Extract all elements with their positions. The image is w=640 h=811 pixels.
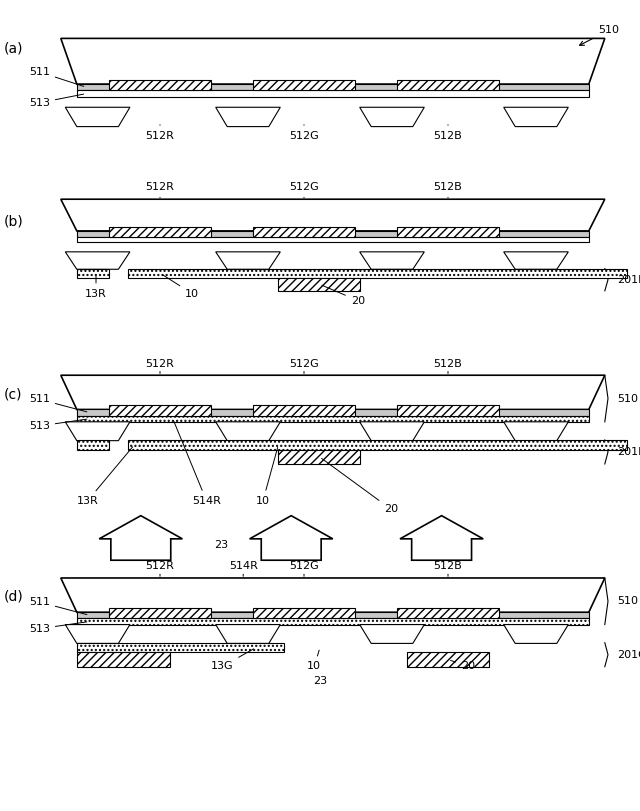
Bar — [397, 227, 499, 237]
Polygon shape — [65, 624, 130, 643]
Text: 513: 513 — [29, 622, 87, 633]
Polygon shape — [61, 375, 605, 410]
Bar — [109, 406, 211, 416]
Text: 20: 20 — [321, 458, 398, 514]
Text: 201G: 201G — [618, 650, 640, 659]
Text: 10: 10 — [307, 650, 321, 672]
Bar — [77, 84, 589, 90]
Bar — [77, 652, 170, 667]
Polygon shape — [504, 624, 568, 643]
Polygon shape — [216, 252, 280, 269]
Text: 512G: 512G — [289, 182, 319, 198]
Polygon shape — [360, 422, 424, 440]
Polygon shape — [65, 422, 130, 440]
Bar — [77, 440, 109, 449]
Bar — [278, 449, 360, 464]
Polygon shape — [250, 516, 333, 560]
Bar — [397, 406, 499, 416]
Text: 511: 511 — [29, 67, 84, 87]
Text: 13R: 13R — [85, 276, 107, 298]
Polygon shape — [216, 422, 280, 440]
Text: 512G: 512G — [289, 125, 319, 141]
Text: 13R: 13R — [77, 447, 132, 506]
Bar — [253, 227, 355, 237]
Polygon shape — [65, 107, 130, 127]
Text: 511: 511 — [29, 597, 87, 615]
Text: 512R: 512R — [145, 182, 175, 198]
Polygon shape — [61, 578, 605, 612]
Text: (a): (a) — [4, 42, 23, 56]
Bar — [77, 268, 109, 277]
Text: 512R: 512R — [145, 125, 175, 141]
Polygon shape — [400, 516, 483, 560]
Bar — [77, 90, 589, 97]
Bar — [109, 79, 211, 90]
Text: 512B: 512B — [434, 358, 462, 374]
Bar — [253, 608, 355, 619]
Bar — [253, 79, 355, 90]
Text: 513: 513 — [29, 94, 84, 108]
Text: 23: 23 — [214, 540, 228, 550]
Text: 514R: 514R — [174, 421, 221, 506]
Polygon shape — [65, 252, 130, 269]
Text: 10: 10 — [163, 275, 199, 298]
Polygon shape — [504, 252, 568, 269]
Bar — [128, 268, 627, 277]
Text: 512B: 512B — [434, 561, 462, 577]
Text: 512R: 512R — [145, 358, 175, 374]
Bar — [77, 410, 589, 416]
Text: 20: 20 — [451, 660, 475, 672]
Text: 510: 510 — [618, 393, 639, 404]
Text: 514R: 514R — [228, 561, 258, 577]
Polygon shape — [99, 516, 182, 560]
Bar — [397, 608, 499, 619]
Bar — [77, 619, 589, 624]
Bar — [77, 612, 589, 619]
Text: 510: 510 — [580, 25, 620, 45]
Polygon shape — [216, 624, 280, 643]
Text: 512G: 512G — [289, 561, 319, 577]
Bar — [278, 277, 360, 291]
Text: (b): (b) — [4, 214, 24, 229]
Text: 512G: 512G — [289, 358, 319, 374]
Text: 513: 513 — [29, 419, 87, 431]
Text: 20: 20 — [322, 285, 365, 306]
Polygon shape — [504, 422, 568, 440]
Polygon shape — [61, 38, 605, 84]
Text: 13G: 13G — [211, 649, 253, 672]
Text: 511: 511 — [29, 394, 87, 412]
Bar — [77, 416, 589, 422]
Text: (d): (d) — [4, 590, 24, 604]
Bar — [128, 440, 627, 449]
Polygon shape — [61, 200, 605, 231]
Text: 10: 10 — [256, 448, 278, 506]
Bar — [407, 652, 489, 667]
Polygon shape — [360, 252, 424, 269]
Bar — [77, 237, 589, 242]
Text: 201R: 201R — [618, 275, 640, 285]
Text: 512R: 512R — [145, 561, 175, 577]
Bar — [77, 643, 284, 652]
Bar — [397, 79, 499, 90]
Text: (c): (c) — [4, 387, 22, 401]
Text: 23: 23 — [313, 676, 327, 686]
Bar — [77, 231, 589, 237]
Text: 512B: 512B — [434, 125, 462, 141]
Text: 201R: 201R — [618, 447, 640, 457]
Text: 512B: 512B — [434, 182, 462, 198]
Text: 510: 510 — [618, 596, 639, 607]
Bar — [109, 227, 211, 237]
Bar — [109, 608, 211, 619]
Bar — [253, 406, 355, 416]
Polygon shape — [360, 624, 424, 643]
Polygon shape — [504, 107, 568, 127]
Polygon shape — [360, 107, 424, 127]
Polygon shape — [216, 107, 280, 127]
